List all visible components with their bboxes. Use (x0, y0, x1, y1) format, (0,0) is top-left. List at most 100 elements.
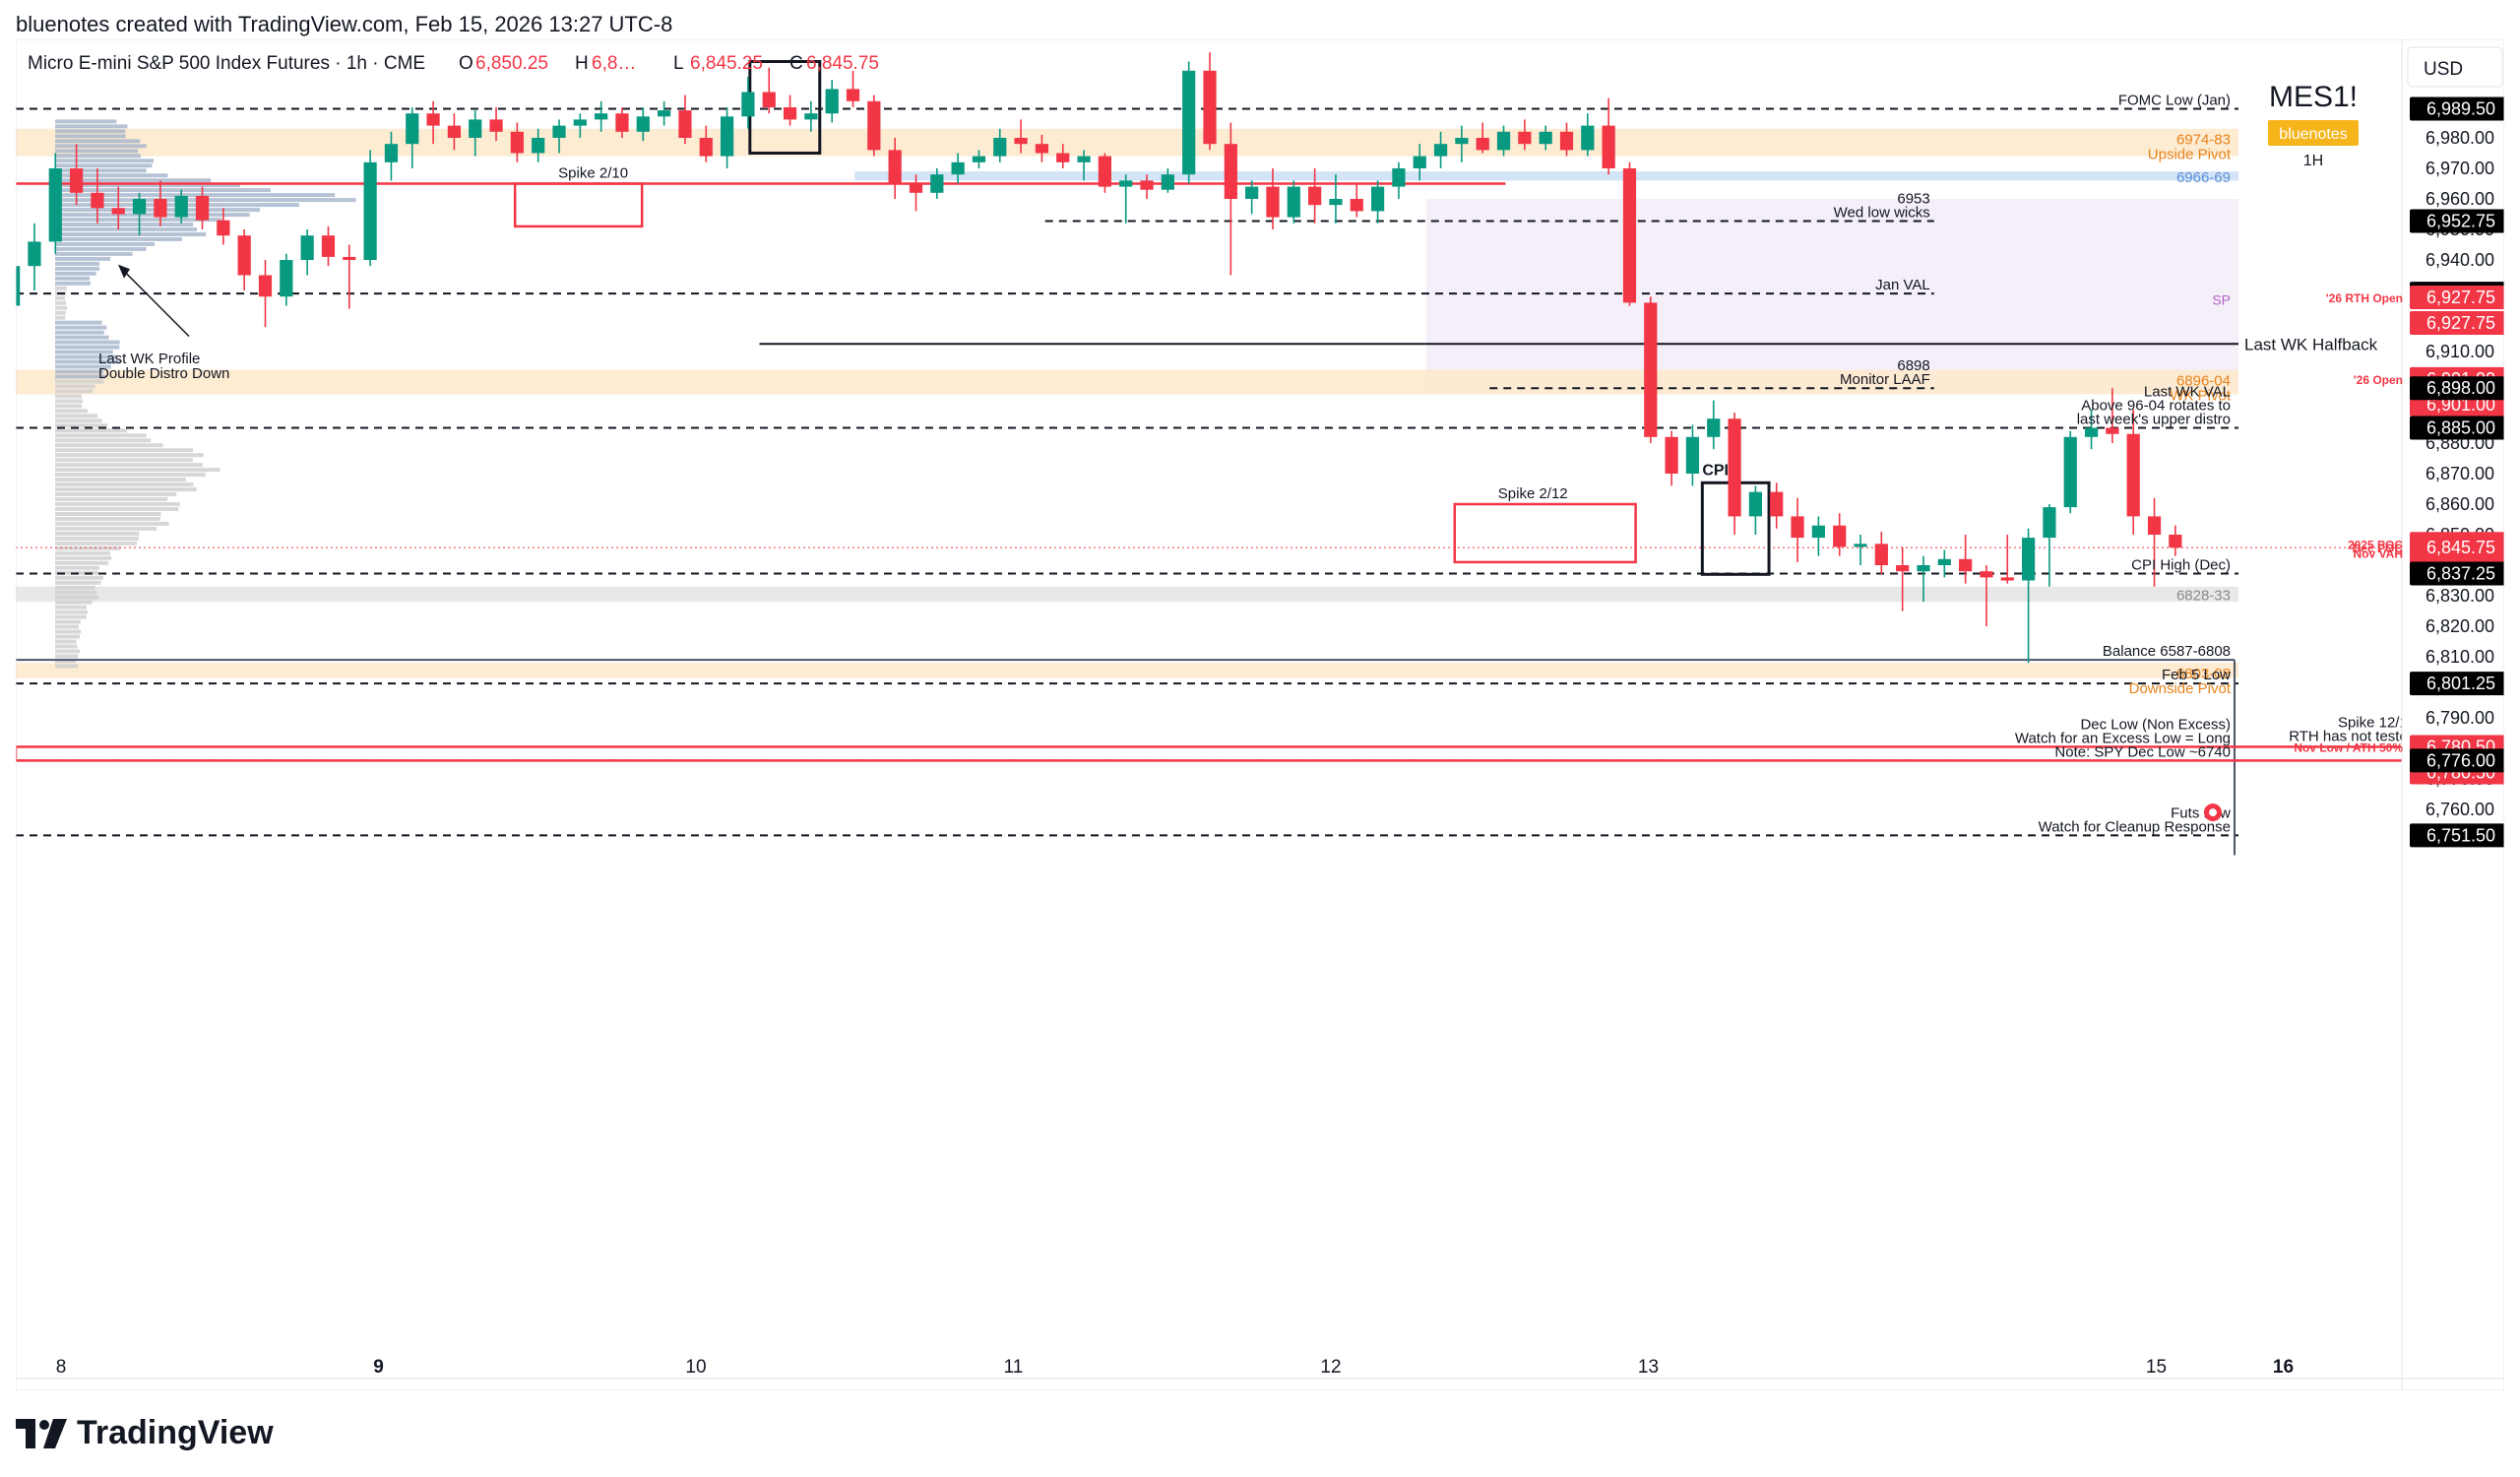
annotation-arrow-line (121, 268, 190, 338)
candle-body-0 (16, 266, 21, 306)
y-tick-22: 6,980.00 (2426, 128, 2494, 148)
candle-body-49 (1035, 144, 1049, 154)
profile-bar-30 (55, 266, 100, 271)
level-label-4-0: 6898 (1897, 357, 1929, 374)
candle-body-31 (658, 110, 671, 117)
annotation-1: SP (2212, 291, 2231, 307)
zone-3 (16, 586, 2238, 603)
author-badge: bluenotes (2279, 126, 2347, 143)
x-tick-4: 12 (1320, 1357, 1341, 1378)
candle-body-24 (510, 131, 524, 154)
price-label-bg-12 (2410, 561, 2504, 586)
candle-body-89 (1874, 544, 1888, 565)
level-label-1-0: 6953 (1897, 190, 1929, 207)
side-label-1: '26 Open (2354, 373, 2403, 387)
candle-body-40 (846, 89, 860, 101)
profile-bar-41 (55, 320, 102, 325)
footer-brand-text: TradingView (77, 1414, 274, 1451)
x-tick-7: 16 (2273, 1357, 2294, 1378)
candle-body-67 (1413, 156, 1426, 168)
candle-body-78 (1644, 302, 1658, 437)
candle-body-44 (930, 174, 944, 193)
profile-bar-36 (55, 295, 66, 300)
level-label-5-2: last week's upper distro (2077, 412, 2231, 428)
candle-body-79 (1665, 436, 1678, 474)
profile-bar-0 (55, 119, 117, 124)
candle-body-98 (2063, 436, 2077, 508)
y-tick-6: 6,820.00 (2426, 616, 2494, 636)
y-tick-18: 6,940.00 (2426, 250, 2494, 270)
zone-sublabel-0: Upside Pivot (2148, 147, 2232, 163)
level-label-9-2: Note: SPY Dec Low ~6740 (2054, 743, 2231, 760)
zone-sublabel-4: Downside Pivot (2129, 680, 2232, 697)
price-label-bg-8 (2410, 416, 2504, 440)
x-tick-2: 10 (685, 1357, 706, 1378)
profile-bar-8 (55, 159, 155, 163)
profile-bar-68 (55, 453, 204, 458)
profile-bar-85 (55, 536, 139, 541)
candle-body-36 (762, 92, 776, 107)
candle-body-61 (1287, 186, 1300, 218)
profile-bar-11 (55, 173, 168, 178)
price-label-bg-4 (2410, 310, 2504, 335)
candle-body-12 (258, 275, 273, 297)
legend-l-key: L (673, 53, 684, 74)
side-label-3: Dec POC (2353, 542, 2404, 555)
profile-bar-47 (55, 350, 113, 354)
side-label-4: Nov VAH (2354, 547, 2403, 561)
price-axis[interactable]: 6,760.006,770.006,780.006,790.006,800.00… (2294, 39, 2504, 1390)
profile-bar-51 (55, 369, 104, 374)
currency-button (2407, 46, 2503, 88)
profile-bar-61 (55, 418, 102, 423)
candle-body-17 (363, 161, 377, 260)
price-label-bg-11 (2410, 536, 2504, 560)
profile-bar-69 (55, 458, 193, 463)
candle-body-35 (741, 92, 755, 117)
profile-bar-1 (55, 124, 128, 129)
legend-symbol: Micro E-mini S&P 500 Index Futures · 1h … (28, 53, 425, 74)
profile-bar-100 (55, 610, 88, 614)
profile-bar-99 (55, 605, 87, 610)
candle-body-43 (909, 183, 923, 193)
legend-l-value: 6,845.25 (690, 53, 763, 74)
candle-body-51 (1077, 156, 1091, 162)
candle-body-59 (1245, 186, 1259, 199)
candle-body-74 (1559, 131, 1574, 151)
candle-body-23 (489, 119, 503, 132)
profile-bar-105 (55, 634, 80, 639)
profile-bar-14 (55, 188, 271, 193)
profile-bar-29 (55, 261, 100, 266)
level-label-9-0: Dec Low (Non Excess) (2080, 716, 2231, 733)
profile-bar-64 (55, 433, 147, 438)
profile-bar-37 (55, 300, 67, 305)
candle-body-76 (1602, 125, 1615, 168)
profile-bar-110 (55, 659, 77, 664)
candle-body-100 (2106, 427, 2119, 434)
legend-o-key: O (459, 53, 473, 74)
profile-bar-26 (55, 246, 147, 251)
profile-bar-53 (55, 379, 104, 384)
profile-bar-84 (55, 531, 140, 536)
level-label-8-0: Feb 5 Low (2162, 667, 2231, 683)
profile-bar-108 (55, 649, 81, 654)
candle-body-5 (111, 208, 125, 215)
y-tick-10: 6,860.00 (2426, 494, 2494, 514)
profile-bar-59 (55, 409, 89, 414)
candle-body-27 (573, 119, 587, 126)
candle-body-84 (1770, 491, 1784, 517)
zone-label-4: 6803-08 (2176, 666, 2231, 682)
candle-body-73 (1539, 131, 1552, 145)
candle-body-2 (48, 168, 62, 242)
profile-bar-106 (55, 639, 77, 644)
zones-layer (16, 128, 2238, 678)
candle-body-63 (1329, 199, 1343, 206)
legend-h-key: H (575, 53, 589, 74)
candle-body-81 (1707, 418, 1721, 437)
profile-bar-42 (55, 325, 107, 330)
profile-bar-62 (55, 423, 108, 428)
profile-bar-63 (55, 428, 128, 433)
candle-body-77 (1622, 168, 1637, 303)
time-axis[interactable]: 891011121315161718 (16, 39, 2504, 1390)
profile-bar-34 (55, 286, 67, 290)
